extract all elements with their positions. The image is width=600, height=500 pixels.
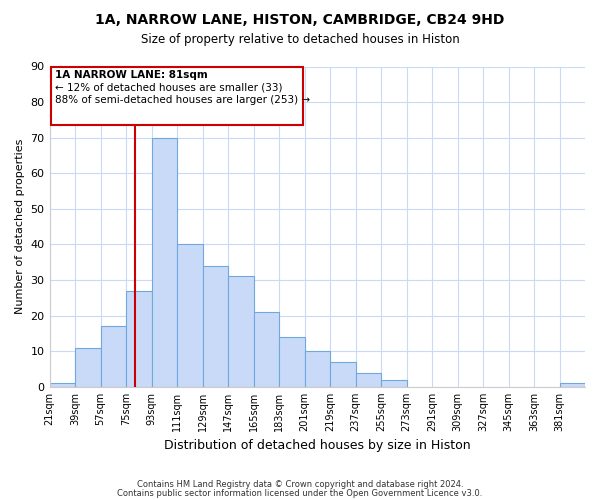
Bar <box>279 337 305 387</box>
Bar <box>126 290 152 387</box>
Text: 88% of semi-detached houses are larger (253) →: 88% of semi-detached houses are larger (… <box>55 95 310 105</box>
Y-axis label: Number of detached properties: Number of detached properties <box>15 139 25 314</box>
Bar <box>203 266 228 387</box>
Bar <box>330 362 356 387</box>
Bar <box>152 138 177 387</box>
Bar <box>305 351 330 387</box>
FancyBboxPatch shape <box>51 66 303 125</box>
Text: Contains public sector information licensed under the Open Government Licence v3: Contains public sector information licen… <box>118 489 482 498</box>
Bar <box>254 312 279 387</box>
Text: Size of property relative to detached houses in Histon: Size of property relative to detached ho… <box>140 32 460 46</box>
Bar <box>381 380 407 387</box>
Bar <box>228 276 254 387</box>
Text: Contains HM Land Registry data © Crown copyright and database right 2024.: Contains HM Land Registry data © Crown c… <box>137 480 463 489</box>
Bar <box>50 383 75 387</box>
Bar <box>75 348 101 387</box>
Text: ← 12% of detached houses are smaller (33): ← 12% of detached houses are smaller (33… <box>55 82 283 92</box>
Bar <box>177 244 203 387</box>
Bar <box>356 372 381 387</box>
Bar <box>101 326 126 387</box>
Bar <box>560 383 585 387</box>
Text: 1A NARROW LANE: 81sqm: 1A NARROW LANE: 81sqm <box>55 70 208 80</box>
Text: 1A, NARROW LANE, HISTON, CAMBRIDGE, CB24 9HD: 1A, NARROW LANE, HISTON, CAMBRIDGE, CB24… <box>95 12 505 26</box>
X-axis label: Distribution of detached houses by size in Histon: Distribution of detached houses by size … <box>164 440 470 452</box>
